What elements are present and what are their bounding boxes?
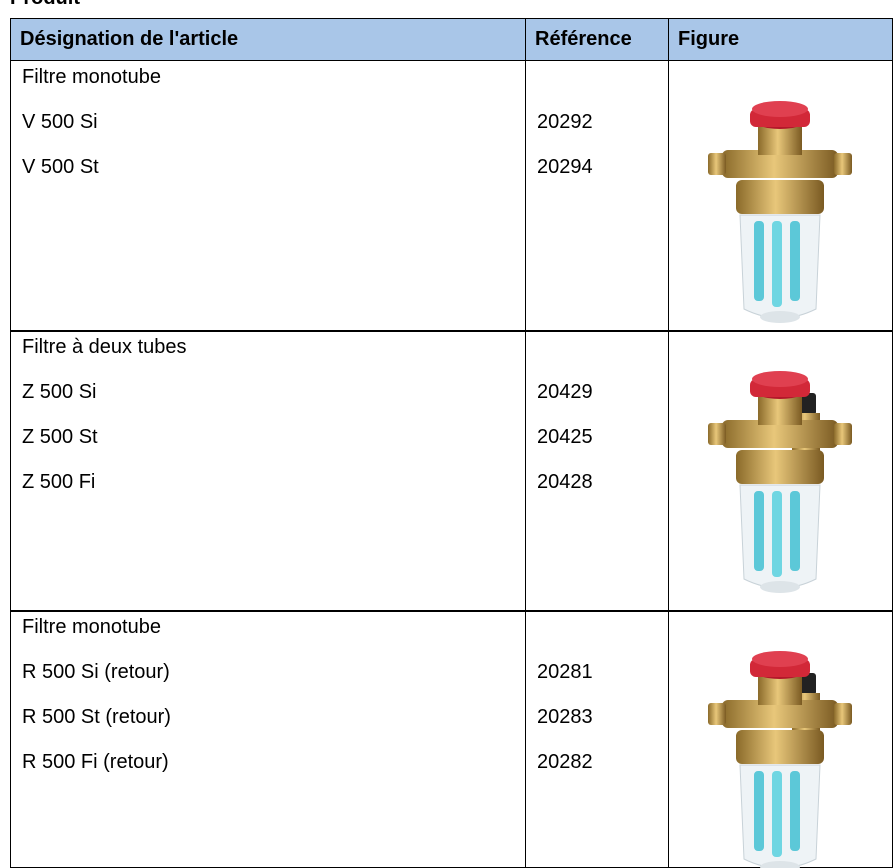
column-header: Figure xyxy=(678,28,740,50)
article-ref: 20425 xyxy=(537,426,593,448)
article-name: Z 500 Fi xyxy=(22,471,96,493)
article-name: V 500 Si xyxy=(22,111,98,133)
article-ref: 20281 xyxy=(537,661,593,683)
group-title: Filtre à deux tubes xyxy=(22,336,187,358)
column-divider xyxy=(525,18,526,868)
article-ref: 20282 xyxy=(537,751,593,773)
article-name: Z 500 St xyxy=(22,426,98,448)
product-figure xyxy=(708,371,852,593)
article-ref: 20294 xyxy=(537,156,593,178)
product-figure xyxy=(708,101,852,323)
column-header: Désignation de l'article xyxy=(20,28,239,50)
article-name: Z 500 Si xyxy=(22,381,97,403)
column-header: Référence xyxy=(535,28,632,50)
article-name: R 500 Si (retour) xyxy=(22,661,170,683)
article-name: V 500 St xyxy=(22,156,99,178)
group-border xyxy=(10,60,893,332)
article-name: R 500 Fi (retour) xyxy=(22,751,169,773)
section-title: Produit xyxy=(10,0,80,10)
group-title: Filtre monotube xyxy=(22,616,161,638)
header-row xyxy=(10,18,893,61)
column-divider xyxy=(668,18,669,868)
article-ref: 20292 xyxy=(537,111,593,133)
article-ref: 20283 xyxy=(537,706,593,728)
article-ref: 20428 xyxy=(537,471,593,493)
product-figure xyxy=(708,651,852,868)
article-ref: 20429 xyxy=(537,381,593,403)
group-border xyxy=(10,330,893,612)
group-title: Filtre monotube xyxy=(22,66,161,88)
article-name: R 500 St (retour) xyxy=(22,706,171,728)
